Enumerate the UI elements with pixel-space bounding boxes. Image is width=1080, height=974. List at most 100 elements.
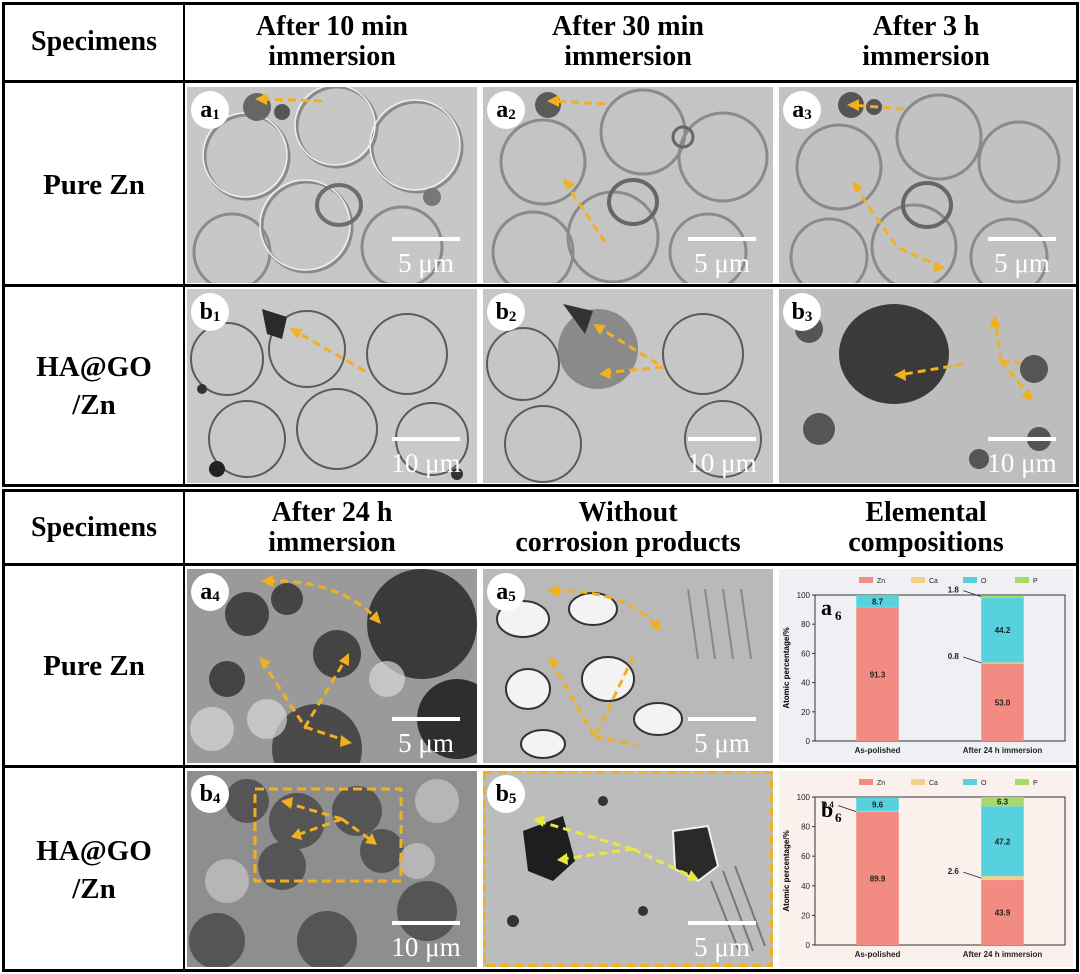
- y-tick-label: 60: [801, 649, 810, 658]
- chart-a6-svg: 0 20 40 60 80 100 Atomic percentage/% Zn Ca O Pa 6 A…: [779, 569, 1073, 763]
- value-label: 6.3: [997, 798, 1009, 807]
- scale-bar-a2: 5 μm: [681, 237, 763, 277]
- y-tick-label: 40: [801, 882, 810, 891]
- y-axis-label: Atomic percentage/%: [782, 830, 791, 911]
- sem-texture: [779, 87, 1073, 283]
- row-label-ha-go-zn-bottom: HA@GO /Zn: [36, 835, 152, 905]
- value-label: 1.8: [948, 586, 960, 595]
- bar-ca-1: [981, 876, 1024, 881]
- y-tick-label: 0: [806, 737, 811, 746]
- sem-texture: [187, 569, 477, 763]
- table-border: [183, 489, 185, 972]
- bar-o-0: [856, 595, 899, 608]
- callout-line: [963, 871, 982, 879]
- y-tick-label: 20: [801, 708, 810, 717]
- legend-label-zn: Zn: [877, 780, 885, 787]
- x-tick-label: After 24 h immersion: [963, 950, 1043, 959]
- legend-label-zn: Zn: [877, 578, 885, 585]
- table-border: [2, 489, 1078, 492]
- legend-label-o: O: [981, 780, 987, 787]
- table-border: [2, 80, 1078, 83]
- table-border: [1076, 489, 1079, 972]
- chart-panel-label: a: [821, 595, 832, 620]
- y-tick-label: 60: [801, 852, 810, 861]
- header-specimens-bottom: Specimens: [31, 512, 157, 543]
- plot-frame: [814, 594, 1066, 742]
- header-specimens-top-text: Specimens: [31, 26, 157, 57]
- chart-panel-sub: 6: [835, 608, 842, 623]
- table-border: [2, 969, 1078, 972]
- header-col2-bottom: Without corrosion products: [515, 497, 741, 558]
- y-tick-label: 80: [801, 620, 810, 629]
- chart-background: [779, 771, 1073, 967]
- y-tick-label: 20: [801, 911, 810, 920]
- legend-label-ca: Ca: [929, 578, 938, 585]
- value-label: 0.8: [948, 652, 960, 661]
- sem-texture: [779, 289, 1073, 483]
- chart-b6-svg: 0 20 40 60 80 100 Atomic percentage/% Zn Ca O Pb 6 A…: [779, 771, 1073, 967]
- callout-line: [838, 805, 857, 813]
- sem-texture: [483, 569, 773, 763]
- sem-texture: [483, 771, 773, 967]
- value-label: 44.2: [995, 626, 1011, 635]
- bar-p-1: [981, 595, 1024, 598]
- table-border: [1076, 2, 1079, 487]
- sem-texture: [187, 289, 477, 483]
- header-specimens-top: Specimens: [6, 6, 182, 78]
- value-label: 43.9: [995, 909, 1011, 918]
- chart-panel-sub: 6: [835, 810, 842, 825]
- legend-swatch-ca: [911, 779, 925, 785]
- table-border: [2, 489, 5, 972]
- header-col3-bottom: Elemental compositions: [848, 497, 1004, 558]
- scale-bar-b4: 10 μm: [385, 921, 467, 961]
- bar-o-1: [981, 806, 1024, 877]
- table-border: [2, 563, 1078, 566]
- legend-label-p: P: [1033, 780, 1038, 787]
- legend-swatch-o: [963, 779, 977, 785]
- sem-texture: [483, 87, 773, 283]
- sem-texture: [187, 771, 477, 967]
- bar-o-0: [856, 797, 899, 812]
- bar-zn-1: [981, 663, 1024, 741]
- header-col1-top: After 10 min immersion: [256, 11, 408, 72]
- legend-swatch-ca: [911, 577, 925, 583]
- value-label: 91.3: [870, 670, 886, 679]
- scale-bar-a3: 5 μm: [981, 237, 1063, 277]
- value-label: 53.0: [995, 698, 1011, 707]
- value-label: 9.6: [872, 800, 884, 809]
- scale-bar-b3: 10 μm: [981, 437, 1063, 477]
- value-label: 89.9: [870, 874, 886, 883]
- row-label-ha-go-zn-top: HA@GO /Zn: [36, 351, 152, 421]
- bar-zn-1: [981, 880, 1024, 945]
- legend-swatch-zn: [859, 779, 873, 785]
- scale-bar-a1: 5 μm: [385, 237, 467, 277]
- legend-label-o: O: [981, 578, 987, 585]
- header-col2-top: After 30 min immersion: [552, 11, 704, 72]
- bar-p-1: [981, 797, 1024, 807]
- bar-zn-0: [856, 607, 899, 741]
- y-tick-label: 40: [801, 679, 810, 688]
- y-tick-label: 80: [801, 823, 810, 832]
- header-col3-top: After 3 h immersion: [862, 11, 990, 72]
- scale-bar-a5: 5 μm: [681, 717, 763, 757]
- value-label: 47.2: [995, 837, 1011, 846]
- scale-bar-a4: 5 μm: [385, 717, 467, 757]
- table-border: [2, 484, 1078, 487]
- legend-swatch-o: [963, 577, 977, 583]
- y-tick-label: 100: [797, 793, 811, 802]
